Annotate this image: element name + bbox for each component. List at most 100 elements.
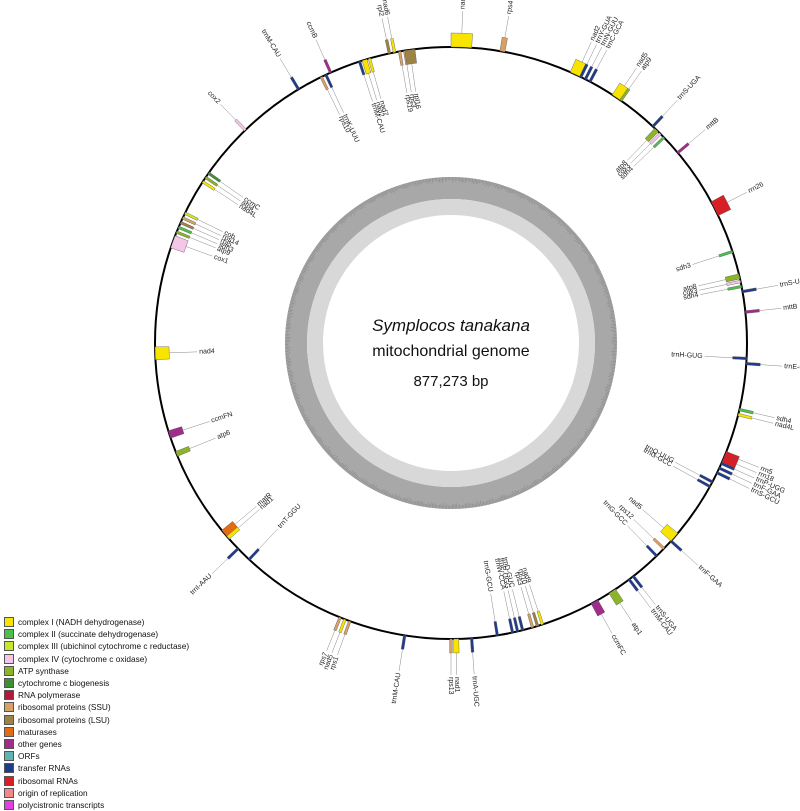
gene-feature: rps4	[500, 0, 515, 52]
gene-feature: rps13	[447, 639, 454, 695]
gene-leader-line	[529, 585, 538, 612]
legend-item: ribosomal RNAs	[4, 774, 264, 786]
gene-block	[451, 33, 473, 48]
gene-feature: ccmB	[305, 21, 332, 74]
gene-leader-line	[220, 104, 235, 120]
legend-item: ribosomal proteins (SSU)	[4, 701, 264, 713]
legend-swatch	[4, 666, 14, 676]
gene-leader-line	[169, 352, 197, 353]
gene-leader-line	[399, 649, 402, 671]
gene-label: trnA-UGC	[470, 676, 479, 707]
gene-block	[518, 616, 524, 630]
gene-block	[494, 621, 499, 635]
genome-length: 877,273 bp	[413, 373, 488, 390]
gene-leader-line	[587, 45, 597, 65]
legend-item: complex I (NADH dehydrogenase)	[4, 616, 264, 628]
gene-leader-line	[412, 64, 416, 92]
gene-block	[733, 357, 747, 360]
legend-label: maturases	[18, 727, 57, 737]
gene-feature: atp4	[205, 176, 255, 213]
gene-block	[742, 288, 756, 293]
legend-swatch	[4, 727, 14, 737]
gene-feature: trnK-UUU	[325, 74, 360, 144]
gene-block	[385, 39, 390, 53]
legend-item: complex IV (cytochrome c oxidase)	[4, 653, 264, 665]
gene-block	[248, 548, 259, 560]
gene-label: trnS-UGA	[676, 74, 702, 101]
gene-leader-line	[193, 228, 219, 239]
legend-swatch	[4, 739, 14, 749]
legend-item: transfer RNAs	[4, 762, 264, 774]
gene-leader-line	[592, 47, 602, 67]
gene-feature: trnF-GAA	[670, 540, 723, 589]
gene-block	[227, 548, 239, 560]
gene-block	[746, 362, 760, 366]
gene-feature: trnS-UGA	[742, 277, 800, 293]
gene-leader-line	[582, 42, 591, 62]
gene-leader-line	[190, 237, 216, 247]
gene-block	[719, 250, 733, 257]
gene-label: ccmFN	[210, 411, 233, 425]
gene-leader-line	[190, 438, 216, 448]
gene-label: nad7	[460, 0, 468, 9]
gene-feature: ccmFC	[591, 600, 626, 656]
legend-label: other genes	[18, 739, 62, 749]
gene-block	[450, 639, 453, 653]
gene-leader-line	[752, 418, 773, 423]
legend-label: complex I (NADH dehydrogenase)	[18, 617, 144, 627]
gene-label: nad5	[627, 496, 643, 512]
gene-leader-line	[700, 289, 727, 294]
gene-block	[745, 309, 759, 313]
gene-leader-line	[407, 64, 411, 92]
gene-label: trnM-CAU	[260, 28, 282, 58]
gene-block	[155, 347, 169, 360]
gene-leader-line	[730, 479, 750, 489]
gene-block	[508, 619, 513, 633]
gene-leader-line	[332, 87, 344, 112]
gene-label: trnT-GGU	[277, 503, 303, 530]
gene-feature: trnH-GUG	[671, 351, 747, 360]
legend-swatch	[4, 788, 14, 798]
gene-leader-line	[364, 75, 373, 102]
legend-swatch	[4, 702, 14, 712]
gene-block	[711, 195, 731, 215]
legend-item: complex II (succinate dehydrogenase)	[4, 628, 264, 640]
legend-label: cytochrome c biogenesis	[18, 678, 109, 688]
gene-label: trnG-GCU	[482, 560, 494, 592]
gene-feature: nad5	[627, 496, 678, 541]
legend-label: RNA polymerase	[18, 690, 80, 700]
gene-leader-line	[183, 421, 210, 430]
gene-leader-line	[186, 247, 212, 257]
legend-item: ribosomal proteins (LSU)	[4, 714, 264, 726]
gene-label: trnE-UUC	[784, 363, 800, 372]
gene-label: nad4L	[774, 421, 795, 433]
gene-feature: trnS-UGA	[652, 74, 703, 127]
gene-block	[454, 639, 460, 653]
gene-block	[324, 59, 332, 73]
gene-leader-line	[727, 192, 747, 202]
gene-leader-line	[388, 17, 392, 39]
legend-swatch	[4, 776, 14, 786]
legend-label: ATP synthase	[18, 666, 69, 676]
gene-feature: trnQ-UUG	[644, 444, 713, 483]
gene-block	[500, 37, 508, 52]
gene-feature: trnS-UGA	[632, 575, 678, 632]
gene-leader-line	[681, 550, 697, 565]
gene-leader-line	[332, 632, 340, 653]
gene-block	[401, 635, 406, 649]
gene-feature: nad4	[155, 347, 215, 360]
legend-swatch	[4, 629, 14, 639]
gene-leader-line	[195, 224, 220, 236]
gene-block	[739, 408, 753, 414]
gene-leader-line	[191, 233, 217, 244]
gene-label: atp1	[630, 621, 643, 636]
legend-label: complex IV (cytochrome c oxidase)	[18, 654, 147, 664]
legend-swatch	[4, 763, 14, 773]
legend-item: ORFs	[4, 750, 264, 762]
gene-feature: matR	[222, 492, 273, 536]
legend-label: complex III (ubichinol cytochrome c redu…	[18, 641, 189, 651]
gene-leader-line	[753, 413, 774, 418]
gene-leader-line	[473, 652, 475, 674]
gene-block	[591, 600, 605, 616]
legend-item: complex III (ubichinol cytochrome c redu…	[4, 640, 264, 652]
